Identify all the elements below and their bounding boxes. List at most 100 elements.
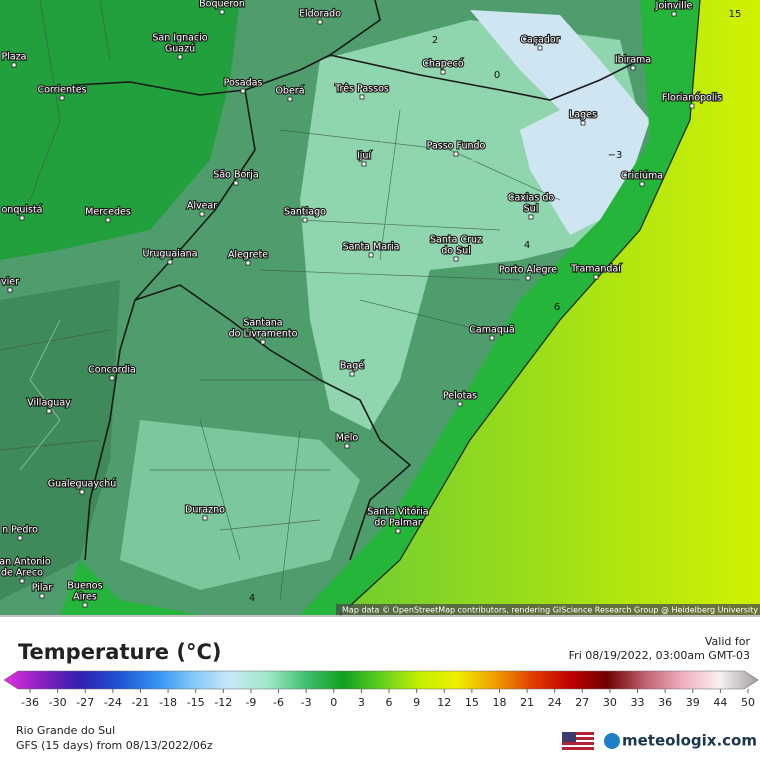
us-flag [562, 732, 594, 750]
city-label: Criciúma [621, 171, 663, 182]
city-dot [359, 94, 365, 100]
city-label: Caxias do [508, 193, 555, 204]
city-label: Melo [336, 433, 359, 444]
colorbar-tick-label: 39 [686, 696, 700, 709]
city-label: Camaquã [469, 325, 514, 336]
city-dot [233, 180, 239, 186]
dark-area [0, 280, 120, 600]
city-dot [199, 211, 205, 217]
colorbar-tick-label: 33 [631, 696, 645, 709]
city-dot [317, 19, 323, 25]
border [74, 0, 641, 561]
city-dot [368, 252, 374, 258]
city-label: onquistá [1, 205, 42, 216]
contour-label: 15 [729, 9, 742, 20]
city-dot [245, 260, 251, 266]
city-label: Bagé [340, 361, 364, 372]
city-label: Ibirama [615, 55, 651, 66]
city-dot [349, 371, 355, 377]
mild-area [120, 420, 360, 590]
contour-label: 0 [494, 70, 500, 81]
colorbar-tick-label: -24 [104, 696, 122, 709]
city-dot [287, 96, 293, 102]
city-dot [689, 103, 695, 109]
attribution: Map data © OpenStreetMap contributors, r… [342, 606, 758, 615]
colorbar-tick-label: 6 [386, 696, 393, 709]
city-label: Boqueron [199, 0, 245, 10]
city-label: Joinville [655, 1, 693, 12]
city-dot [671, 11, 677, 17]
city-dot [105, 217, 111, 223]
legend-title: Temperature (°C) [18, 640, 221, 664]
city-label: do Sul [441, 246, 471, 257]
map: Map data © OpenStreetMap contributors, r… [0, 0, 760, 616]
city-label: Eldorado [299, 9, 341, 20]
city-label: Pilar [32, 583, 53, 594]
attribution-bg [336, 604, 760, 615]
contour-label: 6 [554, 302, 560, 313]
contour-label: 2 [432, 35, 438, 46]
contour-label: 4 [249, 593, 255, 604]
brand[interactable]: meteologix.com [622, 732, 757, 750]
colorbar-tick-label: -3 [301, 696, 312, 709]
city-label: Concordia [88, 365, 136, 376]
city-label: Durazno [185, 505, 225, 516]
city-label: Villaguay [27, 398, 71, 409]
admin-line [0, 0, 561, 601]
city-dot [46, 408, 52, 414]
city-dot [19, 578, 25, 584]
city-label: Alvear [187, 201, 217, 212]
city-dot [528, 214, 534, 220]
city-dot [82, 602, 88, 608]
colorbar-tick-label: 44 [713, 696, 727, 709]
city-label: Aires [73, 592, 97, 603]
city-label: Corrientes [37, 85, 86, 96]
brand-icon [604, 733, 620, 749]
colorbar-tick-label: -30 [49, 696, 67, 709]
city-dot [39, 593, 45, 599]
city-label: Gualeguaychú [48, 479, 116, 490]
colorbar-tick-label: 50 [741, 696, 755, 709]
city-label: Oberá [275, 86, 304, 97]
city-label: de Areco [1, 568, 43, 579]
city-dot [630, 65, 636, 71]
city-dot [109, 375, 115, 381]
city-label: San Antonio [0, 557, 51, 568]
city-dot [167, 259, 173, 265]
colorbar-tick-label: 36 [658, 696, 672, 709]
city-label: n Pedro [2, 525, 38, 536]
colorbar-tick-label: 27 [575, 696, 589, 709]
city-dot [344, 443, 350, 449]
city-label: Alegrete [228, 250, 268, 261]
cold-area [470, 10, 650, 235]
city-dot [17, 535, 23, 541]
contour-label: −3 [608, 150, 623, 161]
city-label: Ijuí [357, 151, 371, 162]
city-label: Sul [524, 204, 539, 215]
city-dot [453, 256, 459, 262]
colorbar-tick-label: -12 [214, 696, 232, 709]
city-dot [260, 339, 266, 345]
city-label: Lages [569, 110, 597, 121]
isotherm [19, 139, 521, 471]
colorbar-tick-label: -15 [187, 696, 205, 709]
city-dot [19, 215, 25, 221]
region: Rio Grande do Sul [16, 724, 115, 737]
city-label: Chapecó [422, 59, 464, 70]
city-dot [361, 161, 367, 167]
city-dot [177, 54, 183, 60]
city-label: Florianópolis [662, 93, 722, 104]
city-dot [453, 151, 459, 157]
ocean [340, 0, 760, 615]
city-label: do Livramento [229, 329, 298, 340]
colorbar-tick-label: -27 [76, 696, 94, 709]
warm-area [0, 0, 240, 260]
city-label: São Borja [213, 170, 258, 181]
valid-label: Valid for [705, 635, 751, 648]
city-dot [240, 88, 246, 94]
city-label: Santa Vitória [367, 507, 428, 518]
city-label: Santa Maria [343, 242, 400, 253]
city-dot [79, 489, 85, 495]
valid-time: Fri 08/19/2022, 03:00am GMT-03 [569, 649, 750, 662]
city-label: San Ignacio [152, 33, 207, 44]
